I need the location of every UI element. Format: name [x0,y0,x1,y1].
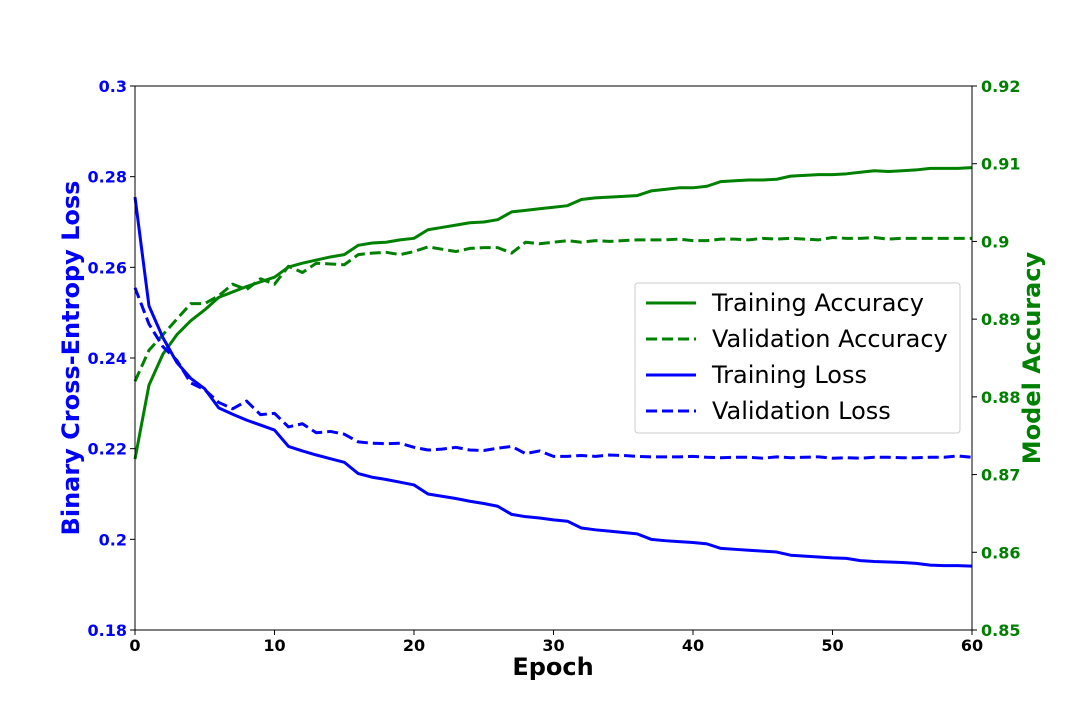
y-right-tick-label: 0.88 [981,388,1020,407]
y-left-tick-label: 0.22 [88,440,127,459]
legend: Training Accuracy Validation Accuracy Tr… [634,282,961,434]
y-left-tick-label: 0.24 [88,349,127,368]
legend-label-validation-loss: Validation Loss [712,397,891,425]
x-axis-title: Epoch [512,653,593,681]
x-tick-label: 60 [961,636,983,655]
y-right-tick-label: 0.85 [981,621,1020,640]
x-tick-label: 30 [542,636,564,655]
y-left-tick-label: 0.18 [88,621,127,640]
y-axis-left-title: Binary Cross-Entropy Loss [57,181,85,536]
series-line-validation-accuracy [133,236,972,382]
series-line-training-loss [133,196,973,568]
y-right-tick-label: 0.91 [981,155,1020,174]
y-left-tick-label: 0.2 [99,530,127,549]
x-tick-label: 0 [129,636,140,655]
y-left-tick-label: 0.3 [99,77,127,96]
series-lines [133,166,973,568]
y-left-tick-label: 0.28 [88,168,127,187]
y-right-tick-label: 0.89 [981,310,1020,329]
axis-ticks: 0 10 20 30 40 50 60 0.18 0.2 0.22 0.24 0.26 0.28 0.3 0… [88,77,1021,655]
legend-label-validation-accuracy: Validation Accuracy [712,325,948,353]
y-right-tick-label: 0.9 [981,232,1009,251]
legend-label-training-loss: Training Loss [711,361,867,389]
y-right-tick-label: 0.87 [981,466,1020,485]
y-left-tick-label: 0.26 [88,258,127,277]
x-tick-label: 20 [403,636,425,655]
y-right-tick-label: 0.92 [981,77,1020,96]
legend-box [634,282,961,434]
x-tick-label: 10 [263,636,285,655]
legend-label-training-accuracy: Training Accuracy [711,289,924,317]
x-tick-label: 40 [682,636,704,655]
x-tick-label: 50 [821,636,843,655]
series-line-training-accuracy [133,166,973,460]
y-right-tick-label: 0.86 [981,543,1020,562]
series-line-validation-loss [133,287,973,460]
y-axis-right-title: Model Accuracy [1018,251,1046,464]
